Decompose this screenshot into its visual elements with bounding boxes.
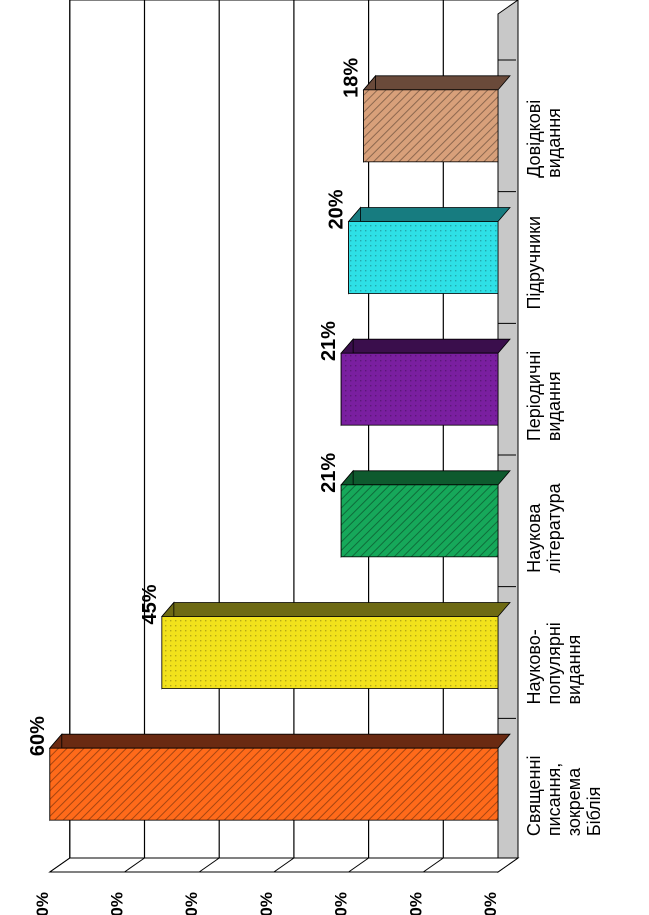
bar-top <box>347 207 511 222</box>
category-label: Біблія <box>584 787 604 837</box>
data-label: 21% <box>318 453 340 493</box>
data-label: 45% <box>139 584 161 624</box>
category-label: Періодичні <box>524 351 544 441</box>
bar-texture <box>363 89 498 162</box>
y-tick-label: 20% <box>332 892 351 915</box>
category-label: Священні <box>524 756 544 837</box>
bar-texture <box>161 616 498 689</box>
bar-top <box>48 733 511 749</box>
category-label: популярні <box>544 622 564 704</box>
data-label: 18% <box>341 58 363 98</box>
category-label: видання <box>544 108 564 178</box>
category-label: видання <box>544 371 564 441</box>
category-label: література <box>544 482 564 572</box>
category-label: видання <box>564 635 584 705</box>
y-tick-label: 10% <box>406 892 425 915</box>
bar-texture <box>49 748 499 821</box>
category-label: зокрема <box>564 767 584 836</box>
category-label: Довідкові <box>524 100 544 178</box>
data-label: 21% <box>318 321 340 361</box>
y-tick-label: 30% <box>257 892 276 915</box>
y-tick-label: 50% <box>108 892 127 915</box>
bar-top <box>362 75 511 91</box>
gridline-floor <box>124 857 145 873</box>
gridline-floor <box>273 857 295 873</box>
bar-texture <box>348 221 498 294</box>
gridline-floor <box>198 857 220 873</box>
category-label: Наукова <box>524 503 544 573</box>
gridline-floor <box>49 857 71 873</box>
gridline-floor <box>348 857 369 873</box>
bar-top <box>340 338 511 354</box>
y-tick-label: 60% <box>33 892 52 915</box>
category-label: Науково- <box>524 629 544 704</box>
y-tick-label: 0% <box>481 892 500 915</box>
y-tick-label: 40% <box>182 892 201 915</box>
category-label: писання, <box>544 763 564 836</box>
gridline-floor <box>423 857 444 873</box>
bar-top <box>340 470 511 486</box>
bar-texture <box>341 353 498 426</box>
plot-area: 0% 10% 20% 30% 40% 50% 60% 60% Священні писання, з… <box>27 0 604 915</box>
data-label: 20% <box>326 189 348 229</box>
data-label: 60% <box>27 716 49 756</box>
bar-texture <box>341 484 498 557</box>
category-label: Підручники <box>524 216 544 310</box>
bar-top <box>160 602 511 617</box>
